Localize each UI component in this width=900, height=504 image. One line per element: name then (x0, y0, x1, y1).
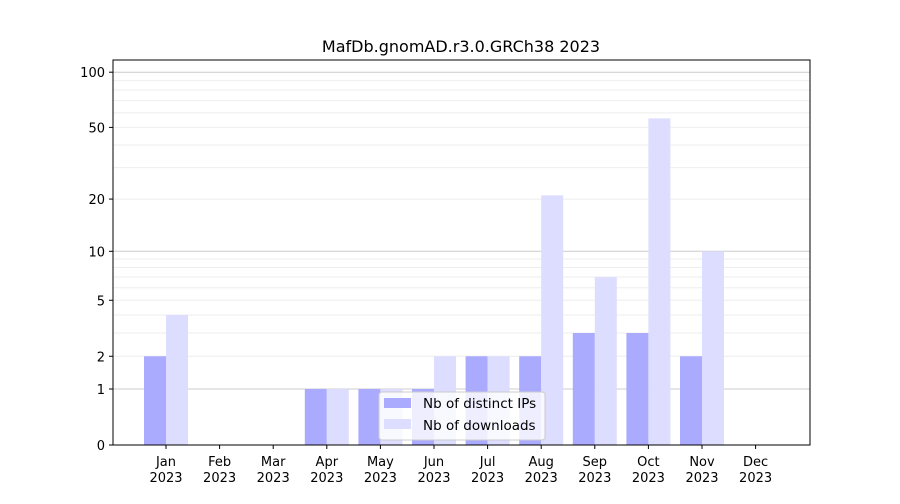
x-tick-label-year: 2023 (685, 471, 718, 486)
bar-downloads (541, 195, 564, 445)
bar-downloads (702, 251, 724, 445)
x-tick-label-month: Nov (689, 455, 715, 470)
bar-distinct-ips (626, 333, 649, 445)
x-tick-label-year: 2023 (417, 471, 450, 486)
chart-title: MafDb.gnomAD.r3.0.GRCh38 2023 (322, 37, 600, 56)
x-tick-label-month: Sep (583, 455, 608, 470)
x-tick-label-month: Jun (423, 455, 444, 470)
y-tick-label: 100 (80, 66, 105, 81)
x-tick-label-year: 2023 (632, 471, 665, 486)
y-tick-label: 5 (97, 294, 105, 309)
x-tick-label-year: 2023 (203, 471, 236, 486)
x-tick-label-month: Mar (261, 455, 286, 470)
x-tick-label-month: Aug (529, 455, 554, 470)
y-tick-label: 10 (88, 245, 105, 260)
x-tick-label-year: 2023 (149, 471, 182, 486)
x-tick-label-year: 2023 (739, 471, 772, 486)
bar-downloads (594, 277, 617, 445)
bar-downloads (166, 314, 188, 445)
x-tick-label-year: 2023 (471, 471, 504, 486)
legend-label-downloads: Nb of downloads (423, 418, 536, 434)
x-tick-label-year: 2023 (310, 471, 343, 486)
legend-label-ips: Nb of distinct IPs (423, 396, 536, 412)
bar-downloads (648, 118, 671, 445)
bar-distinct-ips (144, 356, 166, 445)
x-tick-label-year: 2023 (525, 471, 558, 486)
x-tick-label-month: Jan (155, 455, 176, 470)
bar-distinct-ips (572, 333, 595, 445)
bar-downloads (326, 389, 349, 445)
bar-distinct-ips (304, 389, 327, 445)
y-tick-label: 2 (97, 350, 105, 365)
legend-swatch-ips (384, 398, 411, 408)
x-tick-label-month: Jul (479, 455, 496, 470)
x-tick-label-year: 2023 (257, 471, 290, 486)
x-tick-label-year: 2023 (364, 471, 397, 486)
y-tick-label: 20 (88, 193, 105, 208)
legend: Nb of distinct IPs Nb of downloads (378, 391, 546, 441)
legend-swatch-downloads (384, 419, 411, 429)
plot-frame (112, 59, 811, 446)
bar-distinct-ips (680, 356, 702, 445)
x-tick-label-month: Apr (316, 455, 339, 470)
x-tick-label-year: 2023 (578, 471, 611, 486)
y-tick-label: 0 (97, 439, 105, 454)
y-tick-label: 50 (88, 121, 105, 136)
x-tick-label-month: Oct (637, 455, 659, 470)
x-tick-label-month: Feb (208, 455, 231, 470)
x-tick-label-month: Dec (743, 455, 768, 470)
bar-distinct-ips (358, 389, 381, 445)
x-tick-label-month: May (367, 455, 394, 470)
y-tick-label: 1 (97, 383, 105, 398)
